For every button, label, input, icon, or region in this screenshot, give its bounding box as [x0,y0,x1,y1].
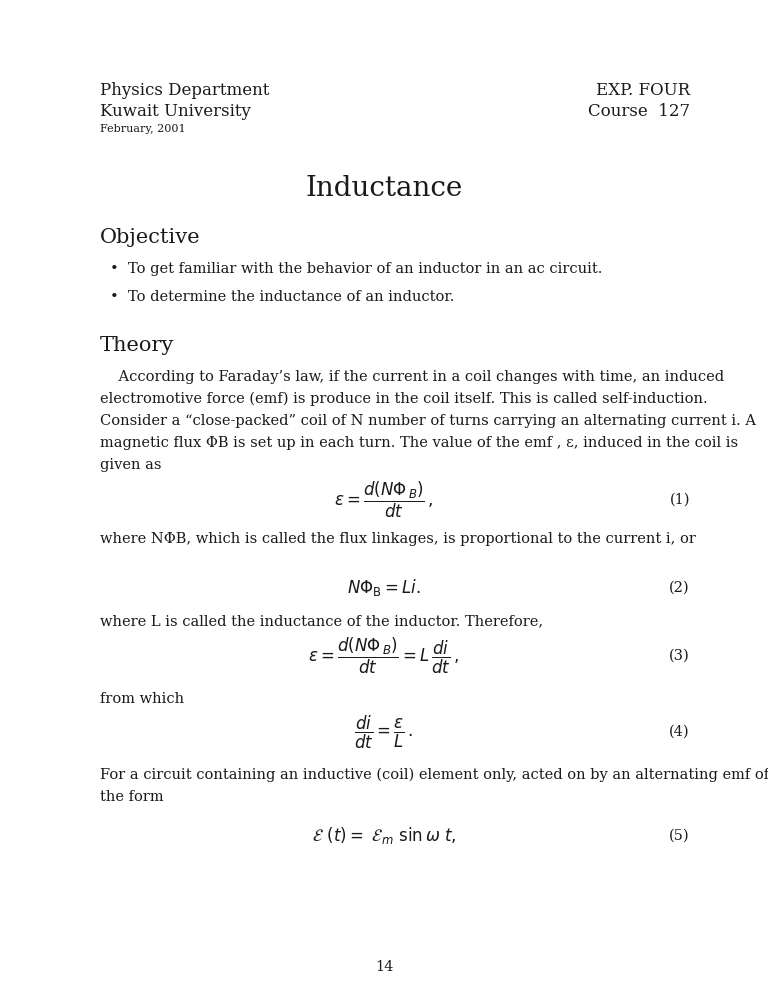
Text: •  To get familiar with the behavior of an inductor in an ac circuit.: • To get familiar with the behavior of a… [110,262,602,276]
Text: $\dfrac{di}{dt} = \dfrac{\varepsilon}{L}\,.$: $\dfrac{di}{dt} = \dfrac{\varepsilon}{L}… [355,714,413,750]
Text: magnetic flux ΦB is set up in each turn. The value of the emf , ε, induced in th: magnetic flux ΦB is set up in each turn.… [100,436,738,450]
Text: $\mathcal{E}\ (t){=}\ \mathcal{E}_m\ \sin\omega\ t,$: $\mathcal{E}\ (t){=}\ \mathcal{E}_m\ \si… [312,825,456,847]
Text: EXP. FOUR: EXP. FOUR [596,82,690,99]
Text: Theory: Theory [100,336,174,355]
Text: Physics Department: Physics Department [100,82,270,99]
Text: 14: 14 [375,960,393,974]
Text: given as: given as [100,458,161,472]
Text: the form: the form [100,790,164,804]
Text: February, 2001: February, 2001 [100,124,186,134]
Text: where L is called the inductance of the inductor. Therefore,: where L is called the inductance of the … [100,614,543,628]
Text: •  To determine the inductance of an inductor.: • To determine the inductance of an indu… [110,290,455,304]
Text: (1): (1) [670,493,690,507]
Text: Course  127: Course 127 [588,103,690,120]
Text: Inductance: Inductance [306,175,462,202]
Text: electromotive force (emf) is produce in the coil itself. This is called self-ind: electromotive force (emf) is produce in … [100,392,707,407]
Text: (3): (3) [669,649,690,663]
Text: For a circuit containing an inductive (coil) element only, acted on by an altern: For a circuit containing an inductive (c… [100,768,768,782]
Text: $N\Phi_{\mathrm{B}} = Li.$: $N\Phi_{\mathrm{B}} = Li.$ [347,578,421,598]
Text: $\varepsilon = \dfrac{d(N\Phi_{\,B})}{dt} = L\,\dfrac{di}{dt}\,,$: $\varepsilon = \dfrac{d(N\Phi_{\,B})}{dt… [309,636,459,676]
Text: from which: from which [100,692,184,706]
Text: According to Faraday’s law, if the current in a coil changes with time, an induc: According to Faraday’s law, if the curre… [100,370,724,384]
Text: $\varepsilon = \dfrac{d(N\Phi_{\,B})}{dt}\,,$: $\varepsilon = \dfrac{d(N\Phi_{\,B})}{dt… [334,480,434,520]
Text: Objective: Objective [100,228,200,247]
Text: Kuwait University: Kuwait University [100,103,251,120]
Text: Consider a “close-packed” coil of N number of turns carrying an alternating curr: Consider a “close-packed” coil of N numb… [100,414,756,428]
Text: (4): (4) [670,725,690,739]
Text: (2): (2) [670,581,690,595]
Text: where NΦB, which is called the flux linkages, is proportional to the current i, : where NΦB, which is called the flux link… [100,532,696,546]
Text: (5): (5) [670,829,690,843]
